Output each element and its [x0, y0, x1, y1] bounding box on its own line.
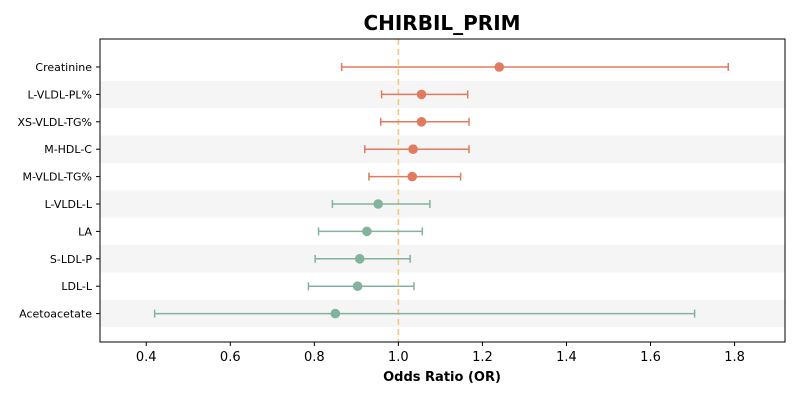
x-tick-label: 1.4 [556, 350, 577, 365]
or-point [416, 89, 427, 100]
chart-title: CHIRBIL_PRIM [363, 11, 520, 35]
or-point [416, 117, 427, 127]
or-point [373, 199, 384, 209]
y-tick-label: L-VLDL-L [45, 198, 93, 211]
y-tick-label: LDL-L [61, 280, 93, 293]
y-axis: Creatinine L-VLDL-PL% XS-VLDL-TG% M-HDL-C M-… [17, 61, 100, 321]
x-tick-label: 0.4 [136, 350, 157, 365]
row-band [100, 190, 785, 218]
y-tick-label: LA [78, 225, 92, 238]
row-band [100, 245, 785, 273]
x-axis-label: Odds Ratio (OR) [383, 370, 501, 385]
y-tick-label: M-HDL-C [44, 143, 92, 156]
x-axis: 0.4 0.6 0.8 1.0 1.2 1.4 1.6 1.8 [136, 342, 745, 365]
or-point [352, 281, 363, 292]
y-tick-label: S-LDL-P [50, 253, 92, 266]
y-tick-label: L-VLDL-PL% [27, 88, 92, 101]
or-point [407, 171, 418, 182]
or-point [354, 253, 365, 264]
y-tick-label: M-VLDL-TG% [22, 171, 92, 184]
x-tick-label: 0.8 [304, 350, 325, 365]
or-point [408, 144, 418, 154]
or-point [330, 308, 341, 319]
x-tick-label: 1.2 [472, 350, 493, 365]
row-bands [100, 80, 785, 328]
or-point [362, 226, 372, 237]
plot-frame [99, 38, 786, 343]
x-tick-label: 1.6 [640, 350, 661, 365]
y-tick-label: XS-VLDL-TG% [17, 116, 92, 129]
y-tick-label: Acetoacetate [19, 308, 92, 321]
x-tick-label: 1.0 [388, 350, 409, 365]
or-point [494, 62, 505, 72]
x-tick-label: 1.8 [724, 350, 745, 365]
estimates [153, 62, 730, 319]
y-tick-label: Creatinine [35, 61, 92, 74]
x-tick-label: 0.6 [220, 350, 241, 365]
